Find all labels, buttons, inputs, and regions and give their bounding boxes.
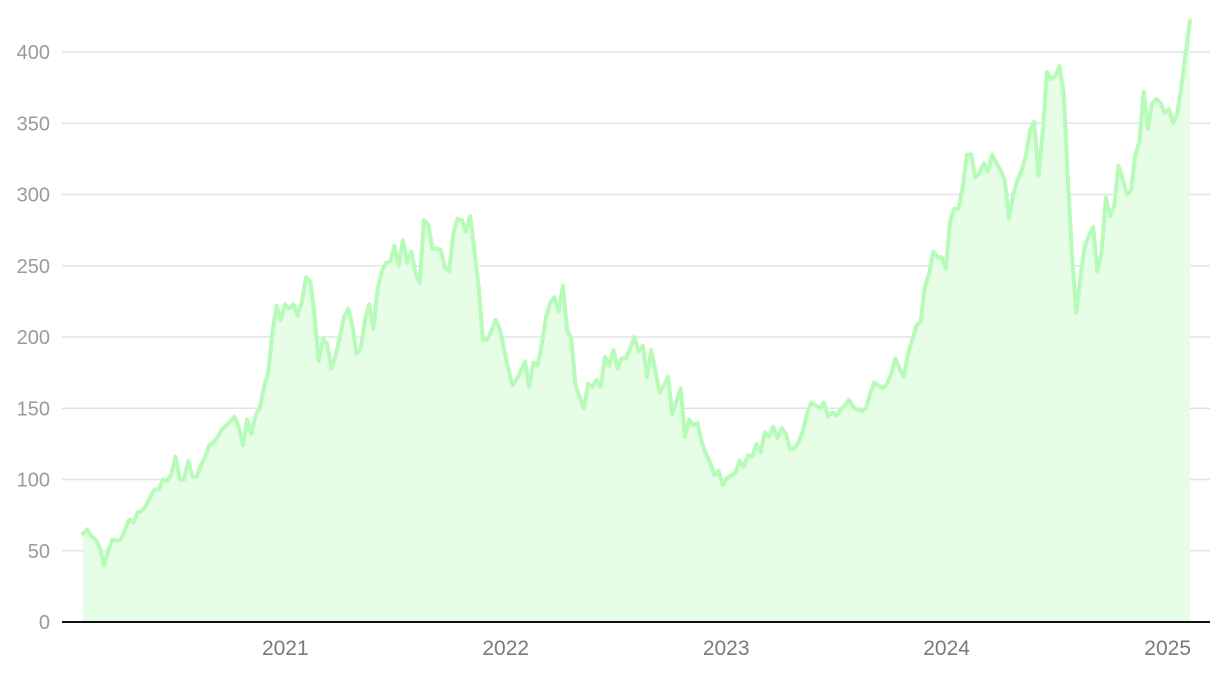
series-fill — [83, 20, 1190, 622]
y-tick-label: 300 — [17, 185, 50, 207]
x-tick-label: 2022 — [482, 637, 529, 660]
x-tick-label: 2024 — [923, 637, 970, 660]
y-tick-label: 0 — [39, 612, 50, 634]
y-tick-label: 150 — [17, 398, 50, 420]
series-line — [81, 18, 1192, 567]
x-tick-label: 2023 — [703, 637, 750, 660]
y-tick-label: 350 — [17, 113, 50, 135]
y-tick-label: 200 — [17, 327, 50, 349]
x-tick-label: 2021 — [262, 637, 309, 660]
y-tick-label: 50 — [28, 541, 50, 563]
y-tick-label: 100 — [17, 470, 50, 492]
y-tick-label: 250 — [17, 256, 50, 278]
series-area — [81, 18, 1192, 622]
tick-labels: 0 50 100 150 200 250 300 350 400 2021 2022 2023 2024… — [17, 42, 1191, 660]
x-tick-label: 2025 — [1144, 637, 1191, 660]
y-tick-label: 400 — [17, 42, 50, 64]
